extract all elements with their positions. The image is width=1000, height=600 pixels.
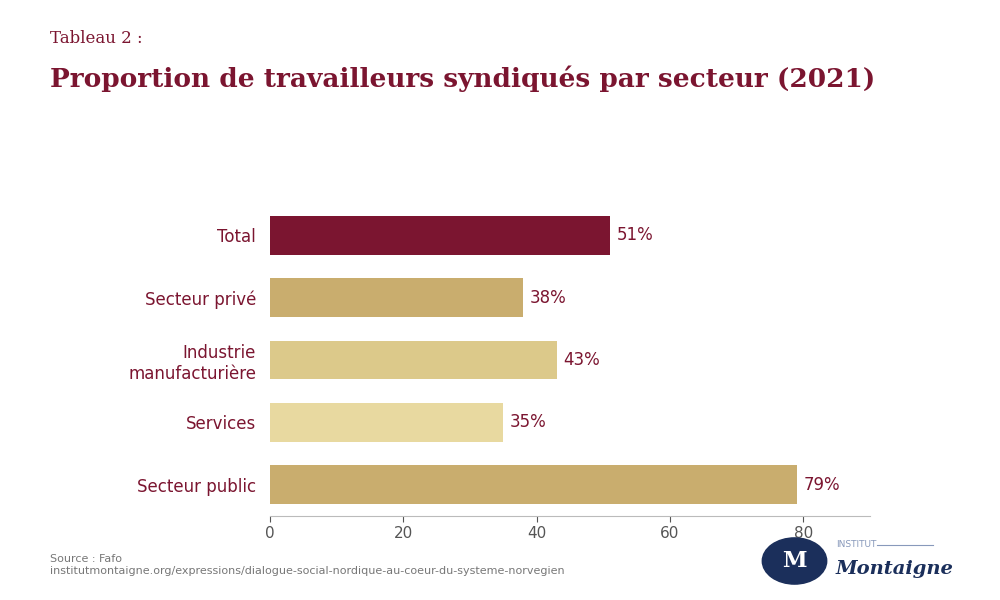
Text: 79%: 79%	[803, 476, 840, 494]
Text: 51%: 51%	[617, 226, 653, 244]
Text: M: M	[782, 550, 807, 572]
Text: 43%: 43%	[563, 351, 600, 369]
Text: INSTITUT: INSTITUT	[836, 540, 876, 549]
Bar	[270, 216, 610, 254]
Text: 35%: 35%	[510, 413, 547, 431]
Text: Source : Fafo
institutmontaigne.org/expressions/dialogue-social-nordique-au-coeu: Source : Fafo institutmontaigne.org/expr…	[50, 554, 565, 576]
Bar	[270, 403, 503, 442]
Bar	[270, 278, 523, 317]
Text: Proportion de travailleurs syndiqués par secteur (2021): Proportion de travailleurs syndiqués par…	[50, 66, 875, 92]
Text: Tableau 2 :: Tableau 2 :	[50, 30, 143, 47]
Bar	[270, 341, 557, 379]
Bar	[270, 466, 797, 504]
Circle shape	[762, 538, 827, 584]
Text: Montaigne: Montaigne	[836, 560, 954, 578]
Text: 38%: 38%	[530, 289, 567, 307]
